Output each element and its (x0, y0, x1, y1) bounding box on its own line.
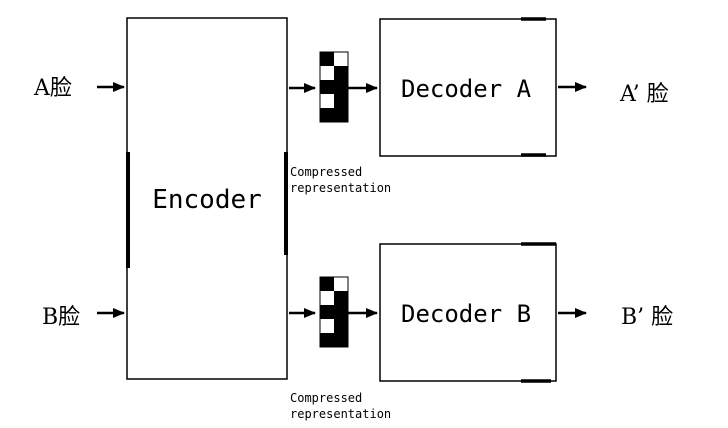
latent-cell (334, 333, 348, 347)
latent-bottom-caption-line2: representation (290, 407, 391, 421)
latent-bottom-caption-line1: Compressed (290, 391, 362, 405)
latent-cell (320, 291, 334, 305)
latent-cell (320, 333, 334, 347)
latent-cell (320, 52, 334, 66)
decoder-b-box (379, 243, 557, 382)
latent-code-bottom (319, 276, 349, 348)
input-a-label: A脸 (33, 76, 72, 101)
latent-cell (334, 66, 348, 80)
output-b-label: B’ 脸 (621, 305, 673, 330)
latent-top-caption-line1: Compressed (290, 165, 362, 179)
latent-cell (320, 108, 334, 122)
latent-cell (320, 80, 334, 94)
latent-cell (320, 94, 334, 108)
latent-cell (334, 291, 348, 305)
latent-code-top (319, 51, 349, 123)
latent-cell (320, 277, 334, 291)
latent-cell (320, 66, 334, 80)
encoder-label: Encoder (152, 185, 262, 215)
latent-top-caption-line2: representation (290, 181, 391, 195)
latent-cell (334, 108, 348, 122)
decoder-b-label: Decoder B (401, 300, 531, 328)
output-a-label: A’ 脸 (619, 82, 669, 107)
input-b-label: B脸 (42, 305, 80, 330)
latent-cell (334, 80, 348, 94)
decoder-a-box (379, 18, 557, 157)
latent-cell (334, 305, 348, 319)
latent-cell (320, 319, 334, 333)
decoder-a-label: Decoder A (401, 75, 532, 103)
latent-cell (334, 319, 348, 333)
latent-cell (334, 94, 348, 108)
latent-cell (334, 52, 348, 66)
latent-cell (334, 277, 348, 291)
latent-cell (320, 305, 334, 319)
